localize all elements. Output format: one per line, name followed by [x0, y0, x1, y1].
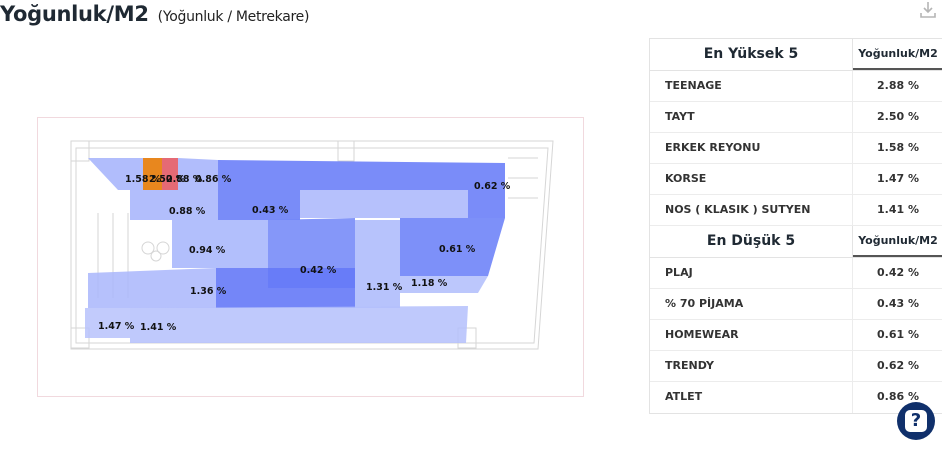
list-item: TAYT 2.50 %: [650, 102, 942, 133]
row-name: HOMEWEAR: [650, 320, 853, 350]
row-name: PLAJ: [650, 258, 853, 288]
row-value: 0.61 %: [877, 328, 919, 341]
list-item: TRENDY 0.62 %: [650, 351, 942, 382]
page-subtitle: (Yoğunluk / Metrekare): [157, 9, 310, 25]
row-value: 2.88 %: [877, 79, 919, 92]
row-value: 0.43 %: [877, 297, 919, 310]
zone-label: 2.50 %: [149, 174, 186, 185]
zone-label: 0.88 %: [169, 206, 206, 217]
list-item: NOS ( KLASIK ) SUTYEN 1.41 %: [650, 195, 942, 226]
row-value: 0.86 %: [877, 390, 919, 403]
top5-header: En Yüksek 5 Yoğunluk/M2: [650, 39, 942, 71]
zone-label: 0.42 %: [300, 265, 337, 276]
list-item: ERKEK REYONU 1.58 %: [650, 133, 942, 164]
row-name: TRENDY: [650, 351, 853, 381]
zone-label: 1.47 %: [98, 321, 135, 332]
floorplan-svg: [70, 140, 554, 350]
zone-label: 1.41 %: [140, 322, 177, 333]
row-name: % 70 PİJAMA: [650, 289, 853, 319]
list-item: HOMEWEAR 0.61 %: [650, 320, 942, 351]
page-title: Yoğunluk/M2 (Yoğunluk / Metrekare): [0, 2, 309, 26]
row-value: 1.58 %: [877, 141, 919, 154]
zone-label: 0.61 %: [439, 244, 476, 255]
help-icon[interactable]: ?: [897, 402, 935, 440]
list-item: PLAJ 0.42 %: [650, 258, 942, 289]
row-name: TAYT: [650, 102, 853, 132]
row-value: 0.62 %: [877, 359, 919, 372]
bottom5-header: En Düşük 5 Yoğunluk/M2: [650, 226, 942, 258]
page-title-main: Yoğunluk/M2: [0, 2, 149, 26]
row-name: KORSE: [650, 164, 853, 194]
zone-label: 0.86 %: [195, 174, 232, 185]
row-name: ATLET: [650, 382, 853, 413]
list-item: ATLET 0.86 %: [650, 382, 942, 413]
floorplan-heatmap: 1.58 % 2.50 % 2.88 % 0.86 % 0.62 % 0.88 …: [37, 117, 584, 397]
row-value: 1.41 %: [877, 203, 919, 216]
list-item: KORSE 1.47 %: [650, 164, 942, 195]
zone-label: 1.58 %: [125, 174, 162, 185]
row-name: ERKEK REYONU: [650, 133, 853, 163]
zone-label: 1.36 %: [190, 286, 227, 297]
row-value: 0.42 %: [877, 266, 919, 279]
zone-label: 0.43 %: [252, 205, 289, 216]
help-glyph: ?: [905, 410, 927, 432]
list-item: % 70 PİJAMA 0.43 %: [650, 289, 942, 320]
zone-label: 1.18 %: [411, 278, 448, 289]
zone-label: 1.31 %: [366, 282, 403, 293]
bottom5-column-label[interactable]: Yoğunluk/M2: [853, 226, 942, 257]
zone-label: 0.62 %: [474, 181, 511, 192]
bottom5-title: En Düşük 5: [650, 226, 853, 257]
row-name: TEENAGE: [650, 71, 853, 101]
top5-title: En Yüksek 5: [650, 39, 853, 70]
top5-column-label[interactable]: Yoğunluk/M2: [853, 39, 942, 70]
zone-label: 0.94 %: [189, 245, 226, 256]
list-item: TEENAGE 2.88 %: [650, 71, 942, 102]
heat-zones: [85, 158, 505, 343]
zone-label: 2.88 %: [166, 174, 203, 185]
download-icon[interactable]: [918, 0, 938, 20]
row-value: 2.50 %: [877, 110, 919, 123]
row-name: NOS ( KLASIK ) SUTYEN: [650, 195, 853, 225]
ranking-panel: En Yüksek 5 Yoğunluk/M2 TEENAGE 2.88 % TA…: [649, 38, 942, 414]
row-value: 1.47 %: [877, 172, 919, 185]
